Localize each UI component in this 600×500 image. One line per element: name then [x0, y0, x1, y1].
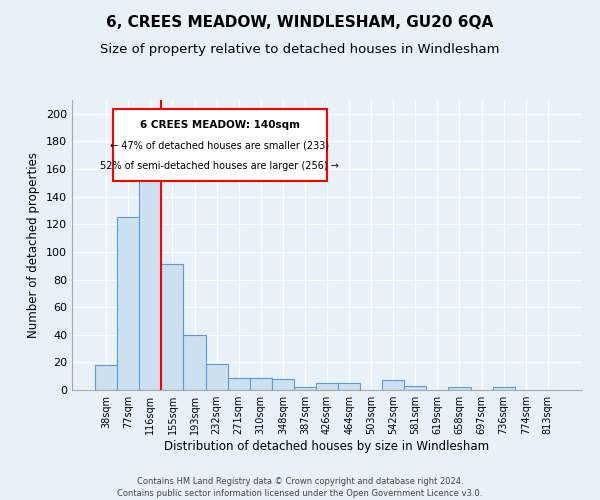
- Text: Contains HM Land Registry data © Crown copyright and database right 2024.: Contains HM Land Registry data © Crown c…: [137, 478, 463, 486]
- Text: 6 CREES MEADOW: 140sqm: 6 CREES MEADOW: 140sqm: [140, 120, 300, 130]
- Bar: [139, 169, 161, 390]
- Text: Size of property relative to detached houses in Windlesham: Size of property relative to detached ho…: [100, 42, 500, 56]
- Bar: [404, 386, 427, 390]
- Text: 52% of semi-detached houses are larger (256) →: 52% of semi-detached houses are larger (…: [100, 161, 340, 171]
- Text: ← 47% of detached houses are smaller (233): ← 47% of detached houses are smaller (23…: [110, 140, 329, 150]
- Text: Contains public sector information licensed under the Open Government Licence v3: Contains public sector information licen…: [118, 489, 482, 498]
- Bar: [161, 264, 184, 390]
- Bar: [272, 379, 294, 390]
- X-axis label: Distribution of detached houses by size in Windlesham: Distribution of detached houses by size …: [164, 440, 490, 453]
- Bar: [184, 335, 206, 390]
- Bar: [448, 387, 470, 390]
- Bar: [206, 364, 227, 390]
- Bar: [117, 218, 139, 390]
- Bar: [250, 378, 272, 390]
- Bar: [493, 387, 515, 390]
- Bar: [95, 365, 117, 390]
- Bar: [294, 387, 316, 390]
- Bar: [338, 383, 360, 390]
- Bar: [316, 383, 338, 390]
- FancyBboxPatch shape: [113, 108, 327, 181]
- Bar: [382, 380, 404, 390]
- Bar: [227, 378, 250, 390]
- Text: 6, CREES MEADOW, WINDLESHAM, GU20 6QA: 6, CREES MEADOW, WINDLESHAM, GU20 6QA: [106, 15, 494, 30]
- Y-axis label: Number of detached properties: Number of detached properties: [28, 152, 40, 338]
